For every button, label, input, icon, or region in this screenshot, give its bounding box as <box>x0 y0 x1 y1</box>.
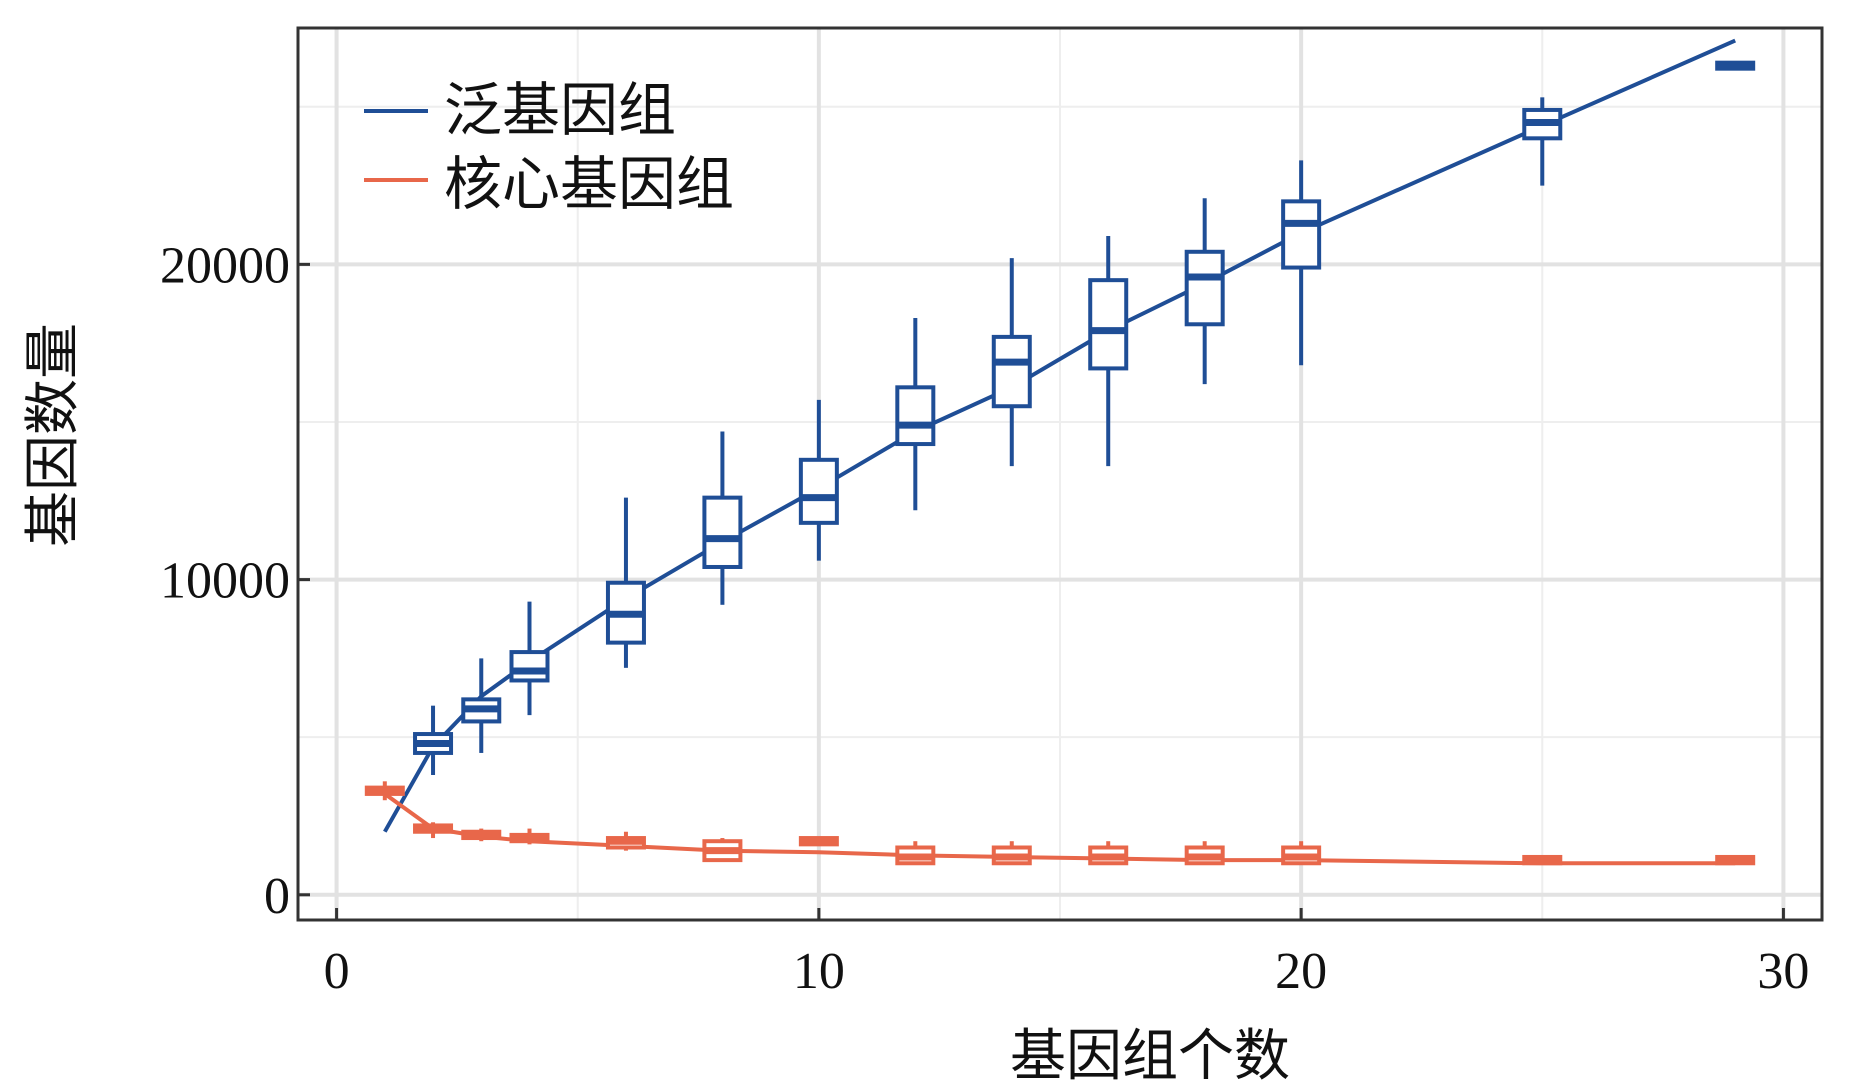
y-axis-title: 基因数量 <box>23 323 85 547</box>
box-body <box>895 385 936 447</box>
plot-frame <box>296 26 1824 922</box>
series-layer <box>364 38 1756 866</box>
y-tick-label: 20000 <box>160 237 290 294</box>
box-plot <box>413 705 454 776</box>
box-plot <box>702 838 743 863</box>
box-body <box>1281 199 1322 270</box>
box-plot <box>1088 236 1129 467</box>
box-plot <box>1184 841 1225 866</box>
box-plot <box>1281 160 1322 366</box>
box-plot <box>461 828 502 842</box>
x-tick-label: 0 <box>324 943 350 1000</box>
box-body <box>509 650 550 683</box>
box-plot <box>509 601 550 716</box>
box-plot <box>1522 854 1563 866</box>
box-plot <box>798 399 839 561</box>
box-plot <box>605 497 646 668</box>
box-plot <box>509 828 550 845</box>
legend: 泛基因组 核心基因组 <box>364 78 734 217</box>
series-pan-genome <box>383 38 1756 833</box>
box-plot <box>1184 198 1225 385</box>
box-plot <box>1281 841 1322 866</box>
legend-label-core-genome: 核心基因组 <box>444 152 734 217</box>
box-plot <box>702 431 743 605</box>
box-plot <box>364 781 405 801</box>
legend-label-pan-genome: 泛基因组 <box>444 78 676 143</box>
x-tick-label: 30 <box>1757 943 1809 1000</box>
box-plot <box>991 258 1032 467</box>
x-axis-title: 基因组个数 <box>1010 1026 1290 1088</box>
box-body <box>991 334 1032 409</box>
x-tick-label: 20 <box>1275 943 1327 1000</box>
y-tick-label: 0 <box>264 868 290 925</box>
box-plot <box>1088 841 1129 866</box>
box-body <box>702 495 743 569</box>
box-body <box>1088 278 1129 371</box>
y-tick-label: 10000 <box>160 553 290 610</box>
box-plot <box>895 317 936 511</box>
axis-layer: 0 10 20 30 0 10000 20000 <box>160 237 1809 1000</box>
box-plot <box>798 836 839 847</box>
box-plot <box>1522 97 1563 186</box>
series-core-genome <box>364 781 1756 866</box>
box-plot <box>991 841 1032 866</box>
box-body <box>1184 249 1225 327</box>
box-plot <box>413 822 454 839</box>
box-body <box>798 457 839 525</box>
box-plot <box>605 831 646 851</box>
box-plot <box>1715 60 1756 71</box>
box-plot <box>1715 854 1756 866</box>
x-tick-label: 10 <box>793 943 845 1000</box>
grid-layer <box>298 28 1822 920</box>
box-plot <box>895 841 936 866</box>
box-plot <box>461 658 502 753</box>
